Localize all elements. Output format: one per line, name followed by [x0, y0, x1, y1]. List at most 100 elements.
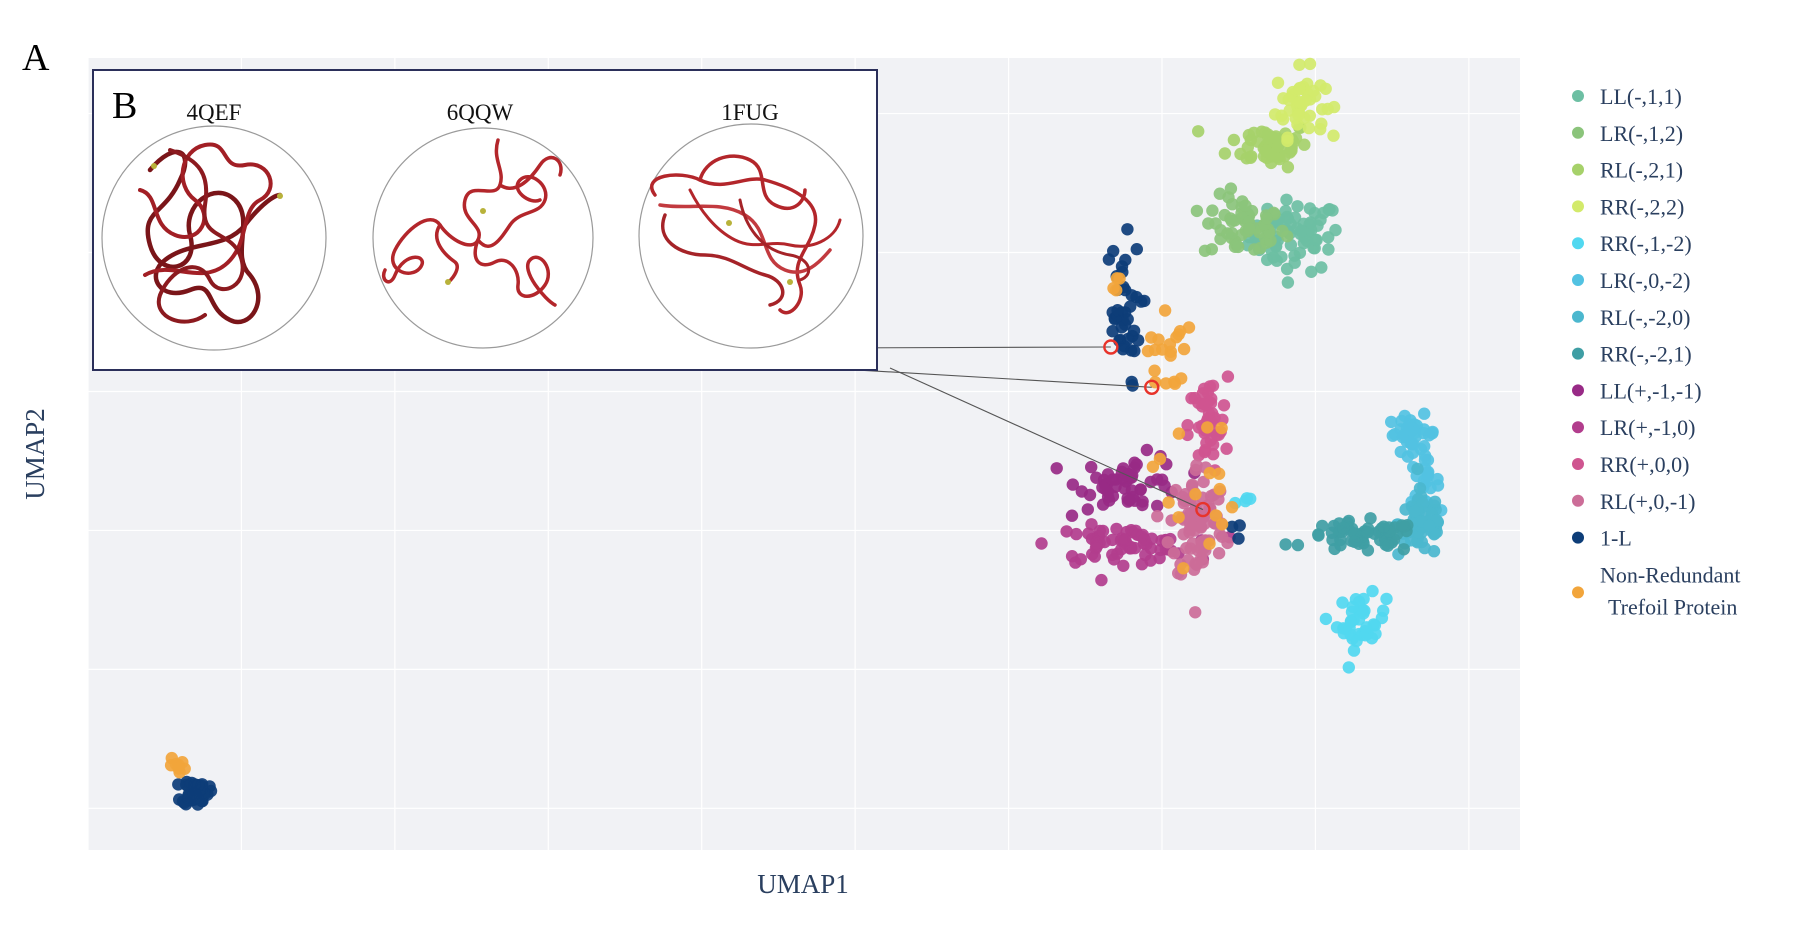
scatter-point	[1161, 536, 1175, 549]
scatter-point	[1408, 426, 1422, 440]
scatter-point	[1397, 543, 1411, 556]
protein-circle-4qef	[101, 125, 327, 351]
scatter-point	[1418, 453, 1432, 467]
y-axis-title: UMAP2	[20, 408, 50, 500]
scatter-point	[1185, 392, 1198, 405]
scatter-point	[1209, 217, 1222, 230]
scatter-point	[1315, 261, 1328, 274]
scatter-point	[1106, 489, 1120, 503]
scatter-point	[1293, 96, 1307, 109]
scatter-point	[1110, 522, 1123, 536]
scatter-point	[1163, 338, 1177, 351]
scatter-point	[1158, 479, 1171, 492]
legend-label: Non-Redundant Trefoil Protein	[1600, 562, 1741, 619]
scatter-point	[1260, 212, 1273, 225]
scatter-point	[172, 778, 185, 791]
scatter-point	[1169, 483, 1183, 497]
scatter-point	[1192, 125, 1205, 138]
scatter-point	[1140, 443, 1154, 457]
scatter-point	[1385, 415, 1398, 429]
scatter-point	[1292, 108, 1305, 122]
scatter-point	[1050, 462, 1063, 475]
scatter-points	[164, 57, 1448, 811]
scatter-point	[1281, 161, 1295, 174]
scatter-point	[1206, 204, 1219, 217]
scatter-point	[1159, 377, 1173, 390]
panel-label-b: B	[112, 85, 137, 127]
scatter-point	[1065, 509, 1079, 522]
scatter-point	[1239, 199, 1252, 212]
scatter-point	[1361, 544, 1375, 557]
series-1	[1190, 182, 1294, 257]
scatter-point	[1172, 511, 1185, 524]
scatter-point	[1111, 304, 1124, 317]
scatter-point	[1251, 135, 1264, 148]
scatter-point	[1408, 505, 1421, 518]
scatter-point	[1121, 223, 1134, 236]
scatter-point	[1298, 138, 1311, 151]
highlight-rings	[1103, 339, 1211, 518]
scatter-point	[1280, 193, 1293, 206]
scatter-point	[1195, 551, 1208, 565]
scatter-point	[1070, 527, 1083, 541]
scatter-point	[1116, 343, 1130, 356]
highlight-ring	[1195, 501, 1211, 518]
legend-swatch	[1572, 90, 1584, 102]
scatter-point	[1279, 538, 1292, 551]
scatter-point	[1302, 121, 1316, 135]
scatter-point	[1204, 489, 1218, 503]
scatter-point	[1172, 427, 1186, 440]
scatter-point	[1327, 100, 1341, 114]
scatter-point	[1330, 621, 1344, 634]
scatter-point	[1130, 243, 1144, 256]
scatter-point	[1213, 527, 1227, 541]
protein-structure-6qqw	[382, 138, 563, 307]
scatter-point	[1121, 492, 1134, 505]
connector-line	[889, 367, 1204, 511]
scatter-point	[1162, 496, 1175, 509]
protein-structure-1fug	[650, 154, 842, 315]
scatter-point	[1119, 253, 1132, 267]
scatter-point	[1303, 57, 1317, 71]
scatter-point	[1215, 421, 1228, 435]
scatter-point	[1134, 483, 1147, 496]
scatter-point	[1342, 661, 1356, 674]
scatter-point	[1201, 421, 1214, 434]
scatter-point	[1199, 398, 1212, 411]
scatter-point	[1386, 429, 1400, 442]
scatter-point	[1153, 452, 1167, 466]
scatter-point	[1394, 445, 1408, 459]
scatter-point	[1175, 372, 1188, 385]
series-7	[1279, 512, 1414, 557]
scatter-point	[1303, 109, 1317, 123]
scatter-point	[1293, 58, 1306, 71]
scatter-point	[1117, 559, 1130, 572]
scatter-point	[1212, 547, 1226, 560]
legend-label: RR(-,1,-2)	[1600, 231, 1692, 256]
scatter-point	[1218, 147, 1232, 160]
legend-label: LR(+,-1,0)	[1600, 415, 1696, 440]
scatter-point	[1310, 233, 1323, 247]
scatter-point	[1361, 526, 1374, 539]
scatter-point	[1422, 465, 1435, 479]
scatter-point	[1107, 553, 1121, 566]
scatter-point	[1225, 501, 1239, 514]
scatter-point	[1213, 187, 1227, 200]
legend-swatch	[1572, 126, 1584, 139]
scatter-point	[1423, 519, 1436, 533]
scatter-point	[1305, 265, 1318, 278]
scatter-point	[1291, 200, 1304, 213]
scatter-point	[1148, 364, 1161, 377]
scatter-point	[1136, 498, 1149, 512]
scatter-point	[1431, 472, 1444, 486]
scatter-point	[1090, 537, 1103, 550]
protein-structure-4qef	[138, 142, 283, 325]
scatter-point	[1075, 485, 1089, 498]
scatter-point	[1215, 518, 1229, 531]
scatter-point	[1348, 535, 1361, 548]
series-13	[164, 272, 1239, 779]
scatter-point	[1085, 460, 1098, 474]
scatter-point	[1267, 251, 1280, 264]
scatter-point	[1199, 444, 1212, 457]
scatter-point	[1203, 537, 1216, 550]
